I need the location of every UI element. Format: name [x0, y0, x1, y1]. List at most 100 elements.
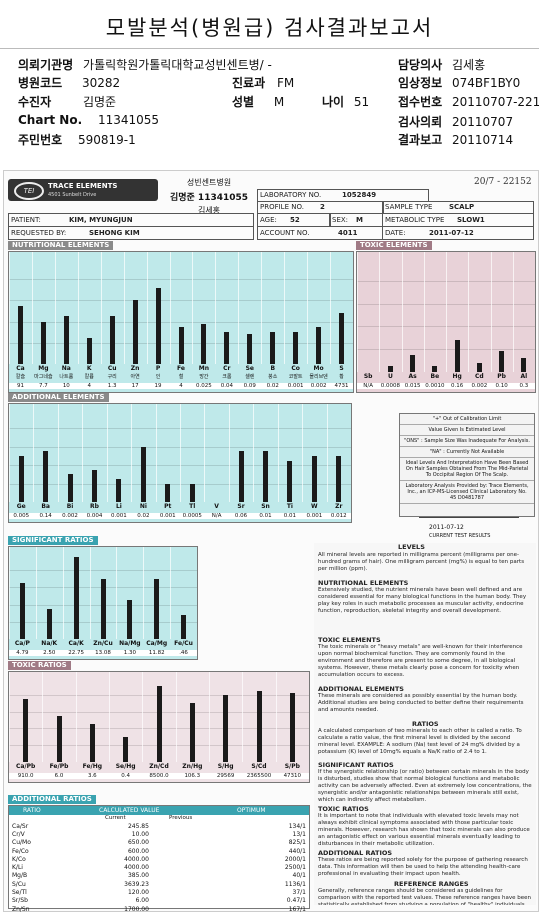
hospital-code-value: 30282 — [82, 76, 120, 90]
value-label: 0.025 — [192, 383, 215, 389]
age-row: 나이 51 — [322, 93, 369, 110]
table-row: Se/Tl 120.00 37/1 — [9, 888, 309, 896]
bar-bi — [68, 474, 73, 502]
value-label: 0.01 — [253, 513, 277, 519]
bar-ti — [287, 461, 292, 502]
value-label: 1.3 — [101, 383, 124, 389]
axis-label: V — [204, 503, 228, 510]
lab-no-label: LABORATORY NO. — [260, 191, 321, 199]
current-cell: 4000.00 — [75, 855, 152, 863]
recipient-label: 수진자 — [18, 95, 51, 109]
age-box: AGE: 52 — [257, 213, 331, 227]
bar-tl — [190, 484, 195, 502]
levels-body: All mineral levels are reported in milli… — [318, 552, 532, 573]
bar-zn-hg — [190, 703, 195, 762]
column-separator — [36, 547, 37, 639]
axis-label: B — [261, 365, 284, 372]
current-cell: 6.00 — [75, 897, 152, 905]
signature-caption: CURRENT TEST RESULTS — [429, 533, 490, 539]
axis-label: Zn/Cd — [142, 763, 175, 770]
value-label: 0.005 — [9, 513, 33, 519]
bar-ca-mg — [154, 579, 159, 639]
logo-text: TRACE ELEMENTS — [48, 182, 117, 190]
hospital-code-label: 병원코드 — [18, 76, 62, 90]
table-row: Cr/V 10.00 13/1 — [9, 830, 309, 838]
bar-pt — [165, 484, 170, 502]
korean-label: 인 — [147, 373, 170, 380]
date-box: DATE: 2011-07-12 — [382, 226, 534, 240]
column-separator — [204, 404, 205, 502]
korean-label: 칼륨 — [78, 373, 101, 380]
value-label: N/A — [357, 383, 379, 389]
nutritional-heading: NUTRITIONAL ELEMENTS — [8, 241, 113, 250]
column-separator — [215, 252, 216, 364]
bar-ni — [141, 447, 146, 502]
value-label: .46 — [170, 650, 197, 656]
org-row: 의뢰기관명 가톨릭학원가톨릭대학교성빈센트병/ - — [18, 56, 272, 73]
bar-se — [247, 334, 252, 364]
current-cell: 4000.00 — [75, 863, 152, 871]
bar-pb — [499, 351, 504, 372]
column-separator — [58, 404, 59, 502]
axis-label: Ni — [131, 503, 155, 510]
bar-mn — [201, 324, 206, 364]
axis-label: U — [379, 373, 401, 380]
add-ratios-heading: ADDITIONAL RATIOS — [8, 795, 96, 804]
column-separator — [147, 252, 148, 364]
bar-al — [521, 358, 526, 372]
bar-ba — [43, 451, 48, 502]
legend-lines: "+" Out of Calibration Limit Value Given … — [400, 414, 534, 504]
value-label: 10 — [55, 383, 78, 389]
axis-label: Se/Hg — [109, 763, 142, 770]
request-value: 20110707 — [452, 115, 513, 129]
patient-value: KIM, MYUNGJUN — [69, 216, 133, 224]
bar-cu — [110, 316, 115, 364]
bar-fe-cu — [181, 615, 186, 639]
value-label: 7.7 — [32, 383, 55, 389]
addr-heading: ADDITIONAL RATIOS — [318, 849, 392, 857]
bar-ge — [19, 456, 24, 502]
addr-body: These ratios are being reported solely f… — [318, 857, 532, 878]
table-row: Cu/Mo 650.00 825/1 — [9, 839, 309, 847]
column-separator — [90, 547, 91, 639]
lab-no-value: 1052849 — [342, 191, 376, 199]
axis-label: Ti — [278, 503, 302, 510]
value-label: 0.3 — [513, 383, 535, 389]
report-age-value: 52 — [290, 216, 300, 224]
axis-label: Zn — [124, 365, 147, 372]
value-label: 0.4 — [109, 773, 142, 779]
current-cell: 385.00 — [75, 872, 152, 880]
value-label: N/A — [204, 513, 228, 519]
clinical-row: 임상정보 074BF1BY0 — [398, 74, 520, 91]
value-label: 0.0005 — [180, 513, 204, 519]
korean-label: 아연 — [124, 373, 147, 380]
bar-as — [410, 355, 415, 372]
bar-ca-p — [20, 583, 25, 639]
column-separator — [109, 672, 110, 762]
value-label: 0.01 — [278, 513, 302, 519]
value-label: 4731 — [330, 383, 353, 389]
add-ratios-table-box: RATIO CALCULATED VALUE OPTIMUM Current P… — [8, 805, 310, 909]
ratio-cell: K/Li — [9, 863, 75, 871]
date-value: 2011-07-12 — [429, 229, 474, 237]
ratio-cell: Fe/Co — [9, 847, 75, 855]
optimum-cell: 134/1 — [152, 822, 309, 830]
korean-label: 칼슘 — [9, 373, 32, 380]
column-separator — [357, 252, 358, 372]
age-label: 나이 — [322, 95, 344, 109]
bar-ca — [18, 306, 23, 364]
column-separator — [229, 404, 230, 502]
column-separator — [278, 404, 279, 502]
bar-b — [270, 332, 275, 364]
value-label: 4 — [170, 383, 193, 389]
axis-label: Pb — [491, 373, 513, 380]
ratios-heading: RATIOS — [412, 720, 439, 728]
sig-ratios-chart: Ca/P 4.79 Na/K 2.50 Ca/K 22.75 Zn/Cu 13.08 Na/Mg… — [8, 546, 198, 660]
column-separator — [9, 672, 10, 762]
korean-label: 철 — [170, 373, 193, 380]
value-label: 29569 — [209, 773, 242, 779]
axis-label: Sn — [253, 503, 277, 510]
column-separator — [9, 252, 10, 364]
korean-label: 몰리브덴 — [307, 373, 330, 380]
bar-mg — [41, 322, 46, 364]
